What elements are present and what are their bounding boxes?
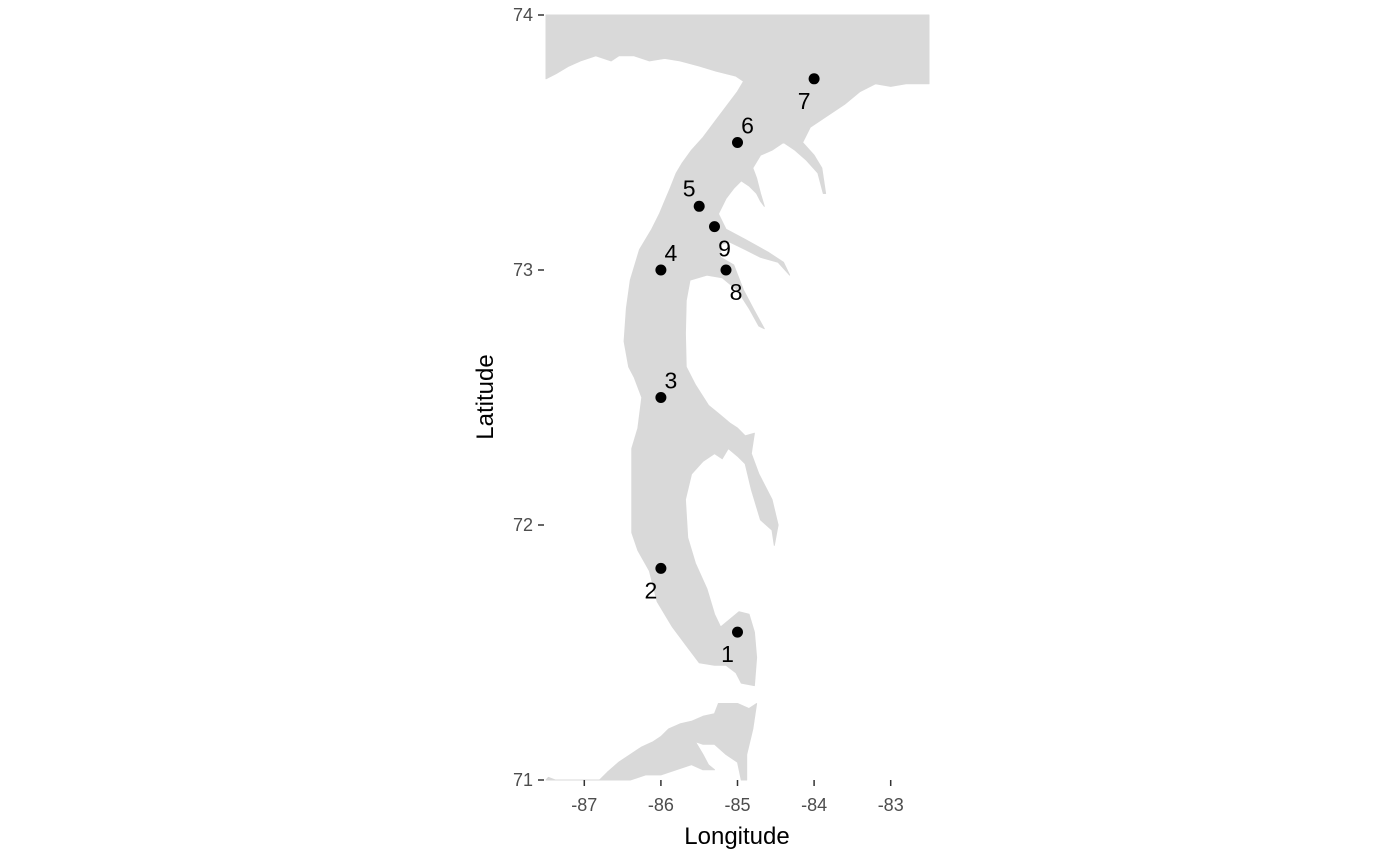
x-tick-label: -87 [571, 795, 597, 815]
x-axis-title: Longitude [684, 823, 789, 850]
station-label-8: 8 [730, 279, 743, 305]
y-tick-label: 74 [513, 5, 533, 25]
x-tick-label: -84 [801, 795, 827, 815]
station-label-6: 6 [741, 113, 754, 139]
station-label-1: 1 [721, 641, 734, 667]
points-layer: 1 2 3 4 5 6 7 8 9 [645, 73, 820, 667]
land-southern-inlet [545, 703, 758, 781]
station-point-9 [709, 221, 720, 233]
station-label-3: 3 [665, 368, 678, 394]
station-label-4: 4 [665, 240, 678, 266]
station-label-9: 9 [718, 236, 731, 262]
station-point-2 [655, 562, 667, 574]
y-tick-label: 71 [513, 770, 533, 790]
x-tick-label: -85 [724, 795, 750, 815]
station-point-7 [808, 73, 820, 85]
y-axis-title: Latitude [472, 354, 499, 439]
y-tick-label: 72 [513, 515, 533, 535]
station-point-5 [693, 200, 705, 212]
station-point-1 [732, 626, 743, 638]
y-tick-label: 73 [513, 260, 533, 280]
x-tick-label: -83 [878, 795, 904, 815]
station-label-7: 7 [798, 88, 811, 114]
land-layer [545, 14, 930, 781]
station-point-4 [655, 264, 667, 276]
station-point-8 [720, 264, 732, 276]
station-point-3 [655, 392, 667, 403]
station-label-2: 2 [645, 577, 658, 603]
station-point-6 [732, 137, 743, 148]
land-main-waterbody [545, 14, 930, 687]
x-tick-label: -86 [648, 795, 674, 815]
station-label-5: 5 [683, 175, 696, 201]
